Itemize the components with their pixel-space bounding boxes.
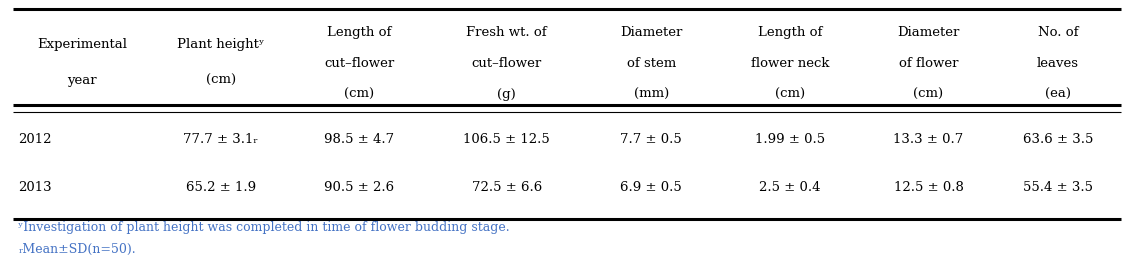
Text: 6.9 ± 0.5: 6.9 ± 0.5 <box>620 181 683 194</box>
Text: leaves: leaves <box>1036 57 1080 70</box>
Text: Length of: Length of <box>327 26 391 39</box>
Text: No. of: No. of <box>1038 26 1078 39</box>
Text: of stem: of stem <box>627 57 676 70</box>
Text: 90.5 ± 2.6: 90.5 ± 2.6 <box>324 181 395 194</box>
Text: Length of: Length of <box>758 26 822 39</box>
Text: Experimental: Experimental <box>37 38 127 51</box>
Text: Diameter: Diameter <box>897 26 959 39</box>
Text: (cm): (cm) <box>344 88 374 101</box>
Text: 13.3 ± 0.7: 13.3 ± 0.7 <box>894 133 964 146</box>
Text: 2013: 2013 <box>18 181 52 194</box>
Text: 1.99 ± 0.5: 1.99 ± 0.5 <box>755 133 826 146</box>
Text: of flower: of flower <box>899 57 958 70</box>
Text: (cm): (cm) <box>913 88 943 101</box>
Text: Fresh wt. of: Fresh wt. of <box>466 26 547 39</box>
Text: 2012: 2012 <box>18 133 52 146</box>
Text: (g): (g) <box>498 88 516 101</box>
Text: year: year <box>67 74 96 87</box>
Text: 55.4 ± 3.5: 55.4 ± 3.5 <box>1023 181 1093 194</box>
Text: 12.5 ± 0.8: 12.5 ± 0.8 <box>894 181 964 194</box>
Text: Plant heightʸ: Plant heightʸ <box>177 38 264 51</box>
Text: cut–flower: cut–flower <box>472 57 542 70</box>
Text: ᵣMean±SD(n=50).: ᵣMean±SD(n=50). <box>18 243 136 256</box>
Text: 2.5 ± 0.4: 2.5 ± 0.4 <box>759 181 821 194</box>
Text: flower neck: flower neck <box>751 57 829 70</box>
Text: Diameter: Diameter <box>620 26 683 39</box>
Text: cut–flower: cut–flower <box>324 57 395 70</box>
Text: 72.5 ± 6.6: 72.5 ± 6.6 <box>472 181 542 194</box>
Text: 106.5 ± 12.5: 106.5 ± 12.5 <box>464 133 550 146</box>
Text: 7.7 ± 0.5: 7.7 ± 0.5 <box>620 133 683 146</box>
Text: (cm): (cm) <box>205 74 236 87</box>
Text: (cm): (cm) <box>775 88 805 101</box>
Text: 65.2 ± 1.9: 65.2 ± 1.9 <box>186 181 255 194</box>
Text: 77.7 ± 3.1ᵣ: 77.7 ± 3.1ᵣ <box>183 133 259 146</box>
Text: 63.6 ± 3.5: 63.6 ± 3.5 <box>1023 133 1093 146</box>
Text: ʸInvestigation of plant height was completed in time of flower budding stage.: ʸInvestigation of plant height was compl… <box>18 221 510 233</box>
Text: 98.5 ± 4.7: 98.5 ± 4.7 <box>324 133 395 146</box>
Text: (mm): (mm) <box>634 88 669 101</box>
Text: (ea): (ea) <box>1046 88 1070 101</box>
